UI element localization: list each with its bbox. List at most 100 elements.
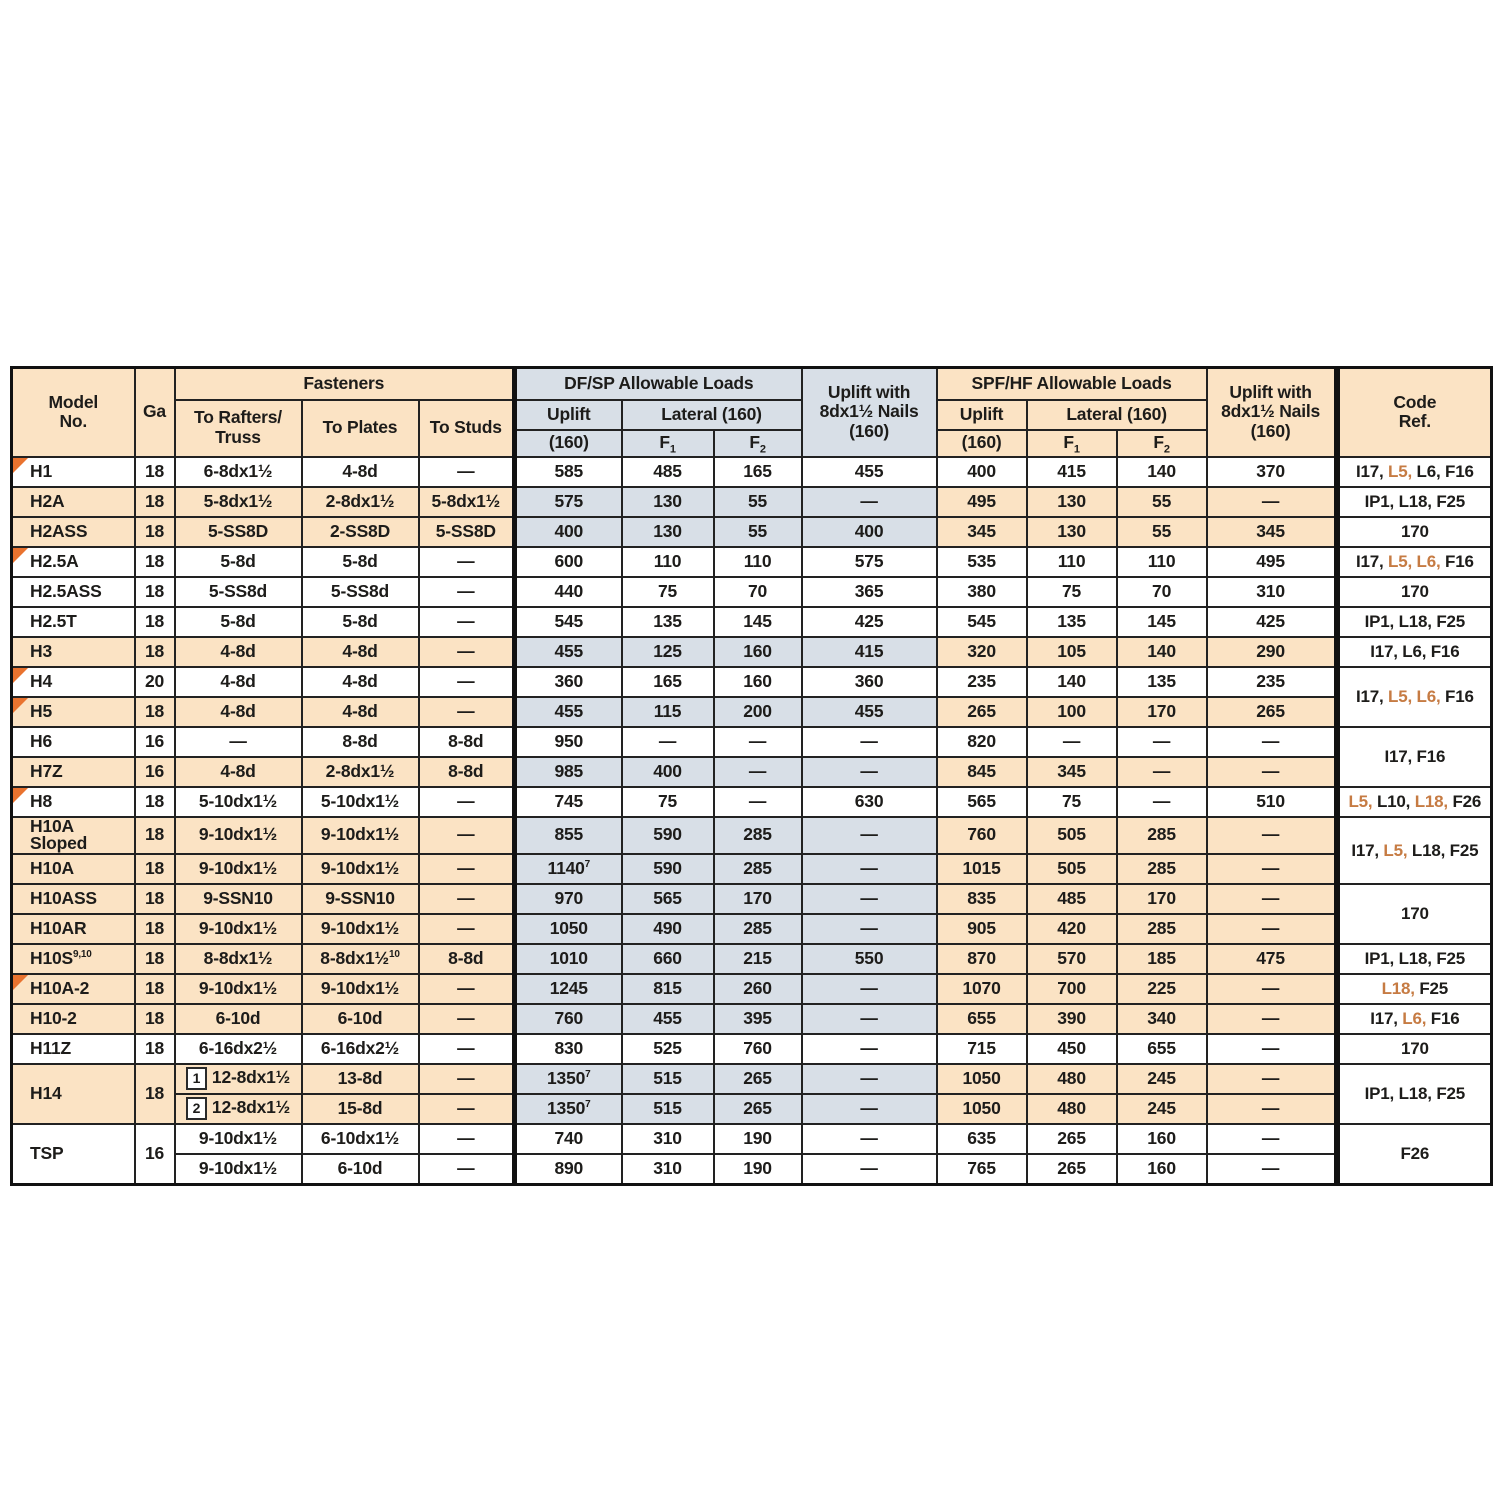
cell-spf-f1: 75 xyxy=(1025,785,1118,818)
cell-to-studs: — xyxy=(417,1152,516,1185)
cell-spf-f2: 655 xyxy=(1115,1032,1208,1065)
cell-spf-uplift: 1050 xyxy=(935,1092,1028,1125)
cell-to-rafters: — xyxy=(173,725,303,758)
cell-ga: 18 xyxy=(133,882,176,915)
cell-to-studs: 8-8d xyxy=(417,942,516,975)
cell-df-uplift: 11407 xyxy=(512,852,623,885)
col-header-df-f1: F1 xyxy=(620,428,715,458)
cell-df-uplift: 545 xyxy=(512,605,623,638)
cell-spf-uplift-nails: — xyxy=(1205,912,1338,945)
cell-spf-f1: 570 xyxy=(1025,942,1118,975)
cell-spf-f1: 345 xyxy=(1025,755,1118,788)
cell-to-studs: 5-SS8D xyxy=(417,515,516,548)
cell-spf-uplift: 545 xyxy=(935,605,1028,638)
cell-df-uplift: 890 xyxy=(512,1152,623,1185)
table-row: H8 18 5-10dx1½ 5-10dx1½ — 745 75 — 630 5… xyxy=(10,785,1493,818)
cell-spf-uplift-nails: — xyxy=(1205,1032,1338,1065)
cell-df-uplift: 740 xyxy=(512,1122,623,1155)
cell-to-studs: — xyxy=(417,972,516,1005)
col-header-df-uplift: Uplift xyxy=(512,398,623,431)
cell-ga: 18 xyxy=(133,605,176,638)
cell-ga: 16 xyxy=(133,755,176,788)
cell-spf-f2: 225 xyxy=(1115,972,1208,1005)
cell-df-uplift-nails: — xyxy=(800,882,938,915)
cell-df-f1: 525 xyxy=(620,1032,715,1065)
cell-df-uplift: 440 xyxy=(512,575,623,608)
cell-to-studs: — xyxy=(417,695,516,728)
cell-df-uplift-nails: 455 xyxy=(800,455,938,488)
table-row: H11Z 18 6-16dx2½ 6-16dx2½ — 830 525 760 … xyxy=(10,1032,1493,1065)
cell-df-f1: — xyxy=(620,725,715,758)
cell-spf-f1: 75 xyxy=(1025,575,1118,608)
cell-to-studs: — xyxy=(417,635,516,668)
cell-spf-f2: 245 xyxy=(1115,1062,1208,1095)
cell-ga: 16 xyxy=(133,725,176,758)
cell-spf-f2: 55 xyxy=(1115,485,1208,518)
cell-to-studs: — xyxy=(417,912,516,945)
cell-df-f2: 200 xyxy=(712,695,803,728)
col-header-spf-uplift: Uplift xyxy=(935,398,1028,431)
cell-to-plates: 2-8dx1½ xyxy=(300,485,420,518)
col-header-ga: Ga xyxy=(133,366,176,458)
cell-df-f1: 115 xyxy=(620,695,715,728)
cell-df-uplift: 13507 xyxy=(512,1062,623,1095)
cell-spf-f1: 480 xyxy=(1025,1062,1118,1095)
cell-df-uplift-nails: — xyxy=(800,1062,938,1095)
cell-to-plates: 5-SS8d xyxy=(300,575,420,608)
cell-spf-f1: 100 xyxy=(1025,695,1118,728)
cell-df-f1: 75 xyxy=(620,785,715,818)
cell-df-uplift-nails: 630 xyxy=(800,785,938,818)
option-number-box: 1 xyxy=(185,1067,207,1090)
cell-spf-f2: 55 xyxy=(1115,515,1208,548)
cell-to-studs: — xyxy=(417,545,516,578)
cell-spf-f2: 285 xyxy=(1115,815,1208,855)
cell-to-plates: 2-SS8D xyxy=(300,515,420,548)
cell-spf-f2: — xyxy=(1115,785,1208,818)
cell-df-f1: 135 xyxy=(620,605,715,638)
cell-to-studs: 5-8dx1½ xyxy=(417,485,516,518)
cell-df-f2: 265 xyxy=(712,1062,803,1095)
cell-spf-uplift-nails: 345 xyxy=(1205,515,1338,548)
cell-df-uplift: 760 xyxy=(512,1002,623,1035)
cell-spf-f2: — xyxy=(1115,755,1208,788)
cell-spf-uplift-nails: — xyxy=(1205,972,1338,1005)
cell-df-uplift: 1010 xyxy=(512,942,623,975)
col-header-df-lateral: Lateral (160) xyxy=(620,398,803,431)
table-row: H2.5T 18 5-8d 5-8d — 545 135 145 425 545… xyxy=(10,605,1493,638)
triangle-marker-icon xyxy=(13,975,28,990)
cell-df-uplift-nails: — xyxy=(800,912,938,945)
cell-to-plates: 9-10dx1½ xyxy=(300,912,420,945)
cell-spf-uplift-nails: — xyxy=(1205,882,1338,915)
cell-to-rafters: 5-8dx1½ xyxy=(173,485,303,518)
cell-spf-f1: — xyxy=(1025,725,1118,758)
cell-model: H11Z xyxy=(10,1032,136,1065)
cell-spf-f2: 70 xyxy=(1115,575,1208,608)
cell-to-studs: — xyxy=(417,605,516,638)
cell-spf-f2: 110 xyxy=(1115,545,1208,578)
cell-df-uplift-nails: 575 xyxy=(800,545,938,578)
cell-df-uplift-nails: — xyxy=(800,1092,938,1125)
cell-df-uplift: 1245 xyxy=(512,972,623,1005)
cell-ga: 20 xyxy=(133,665,176,698)
col-header-df-f2: F2 xyxy=(712,428,803,458)
cell-model: H1 xyxy=(10,455,136,488)
cell-spf-uplift-nails: 370 xyxy=(1205,455,1338,488)
cell-model: H7Z xyxy=(10,755,136,788)
cell-df-uplift-nails: — xyxy=(800,815,938,855)
cell-spf-f1: 105 xyxy=(1025,635,1118,668)
cell-df-uplift: 455 xyxy=(512,695,623,728)
cell-to-rafters: 5-10dx1½ xyxy=(173,785,303,818)
col-header-model: Model No. xyxy=(10,366,136,458)
cell-df-f2: 760 xyxy=(712,1032,803,1065)
cell-model: H10ASS xyxy=(10,882,136,915)
cell-to-studs: — xyxy=(417,1032,516,1065)
cell-model: H8 xyxy=(10,785,136,818)
cell-ga: 18 xyxy=(133,485,176,518)
triangle-marker-icon xyxy=(13,548,28,563)
cell-spf-f2: 285 xyxy=(1115,912,1208,945)
cell-spf-uplift-nails: 265 xyxy=(1205,695,1338,728)
cell-df-uplift: 950 xyxy=(512,725,623,758)
cell-to-studs: — xyxy=(417,785,516,818)
cell-to-rafters: 6-16dx2½ xyxy=(173,1032,303,1065)
cell-code-ref: I17, L5, L18, F25 xyxy=(1333,815,1493,885)
